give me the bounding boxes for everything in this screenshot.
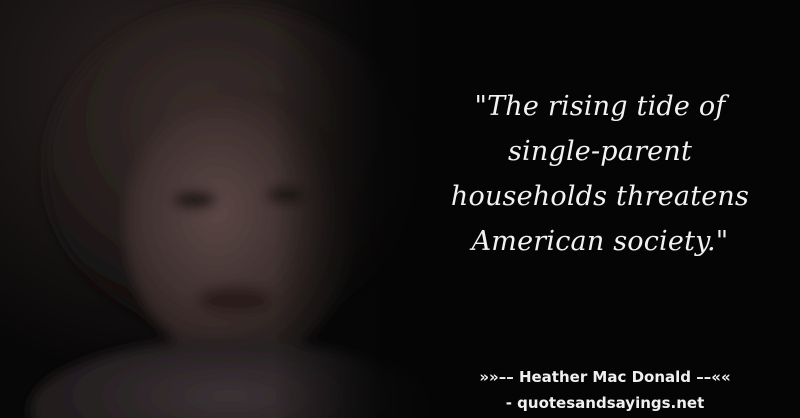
quote-line-1: "The rising tide of xyxy=(474,91,726,122)
quote-author: »»–– Heather Mac Donald ––«« xyxy=(479,368,731,386)
quote-line-3: households threatens xyxy=(450,181,750,212)
photo-fade-overlay xyxy=(0,0,440,418)
quote-line-4: American society." xyxy=(471,226,729,257)
quote-text: "The rising tide of single-parent househ… xyxy=(430,84,770,264)
quote-line-2: single-parent xyxy=(507,136,692,167)
portrait-photo xyxy=(0,0,440,418)
source-website: - quotesandsayings.net xyxy=(505,394,705,412)
